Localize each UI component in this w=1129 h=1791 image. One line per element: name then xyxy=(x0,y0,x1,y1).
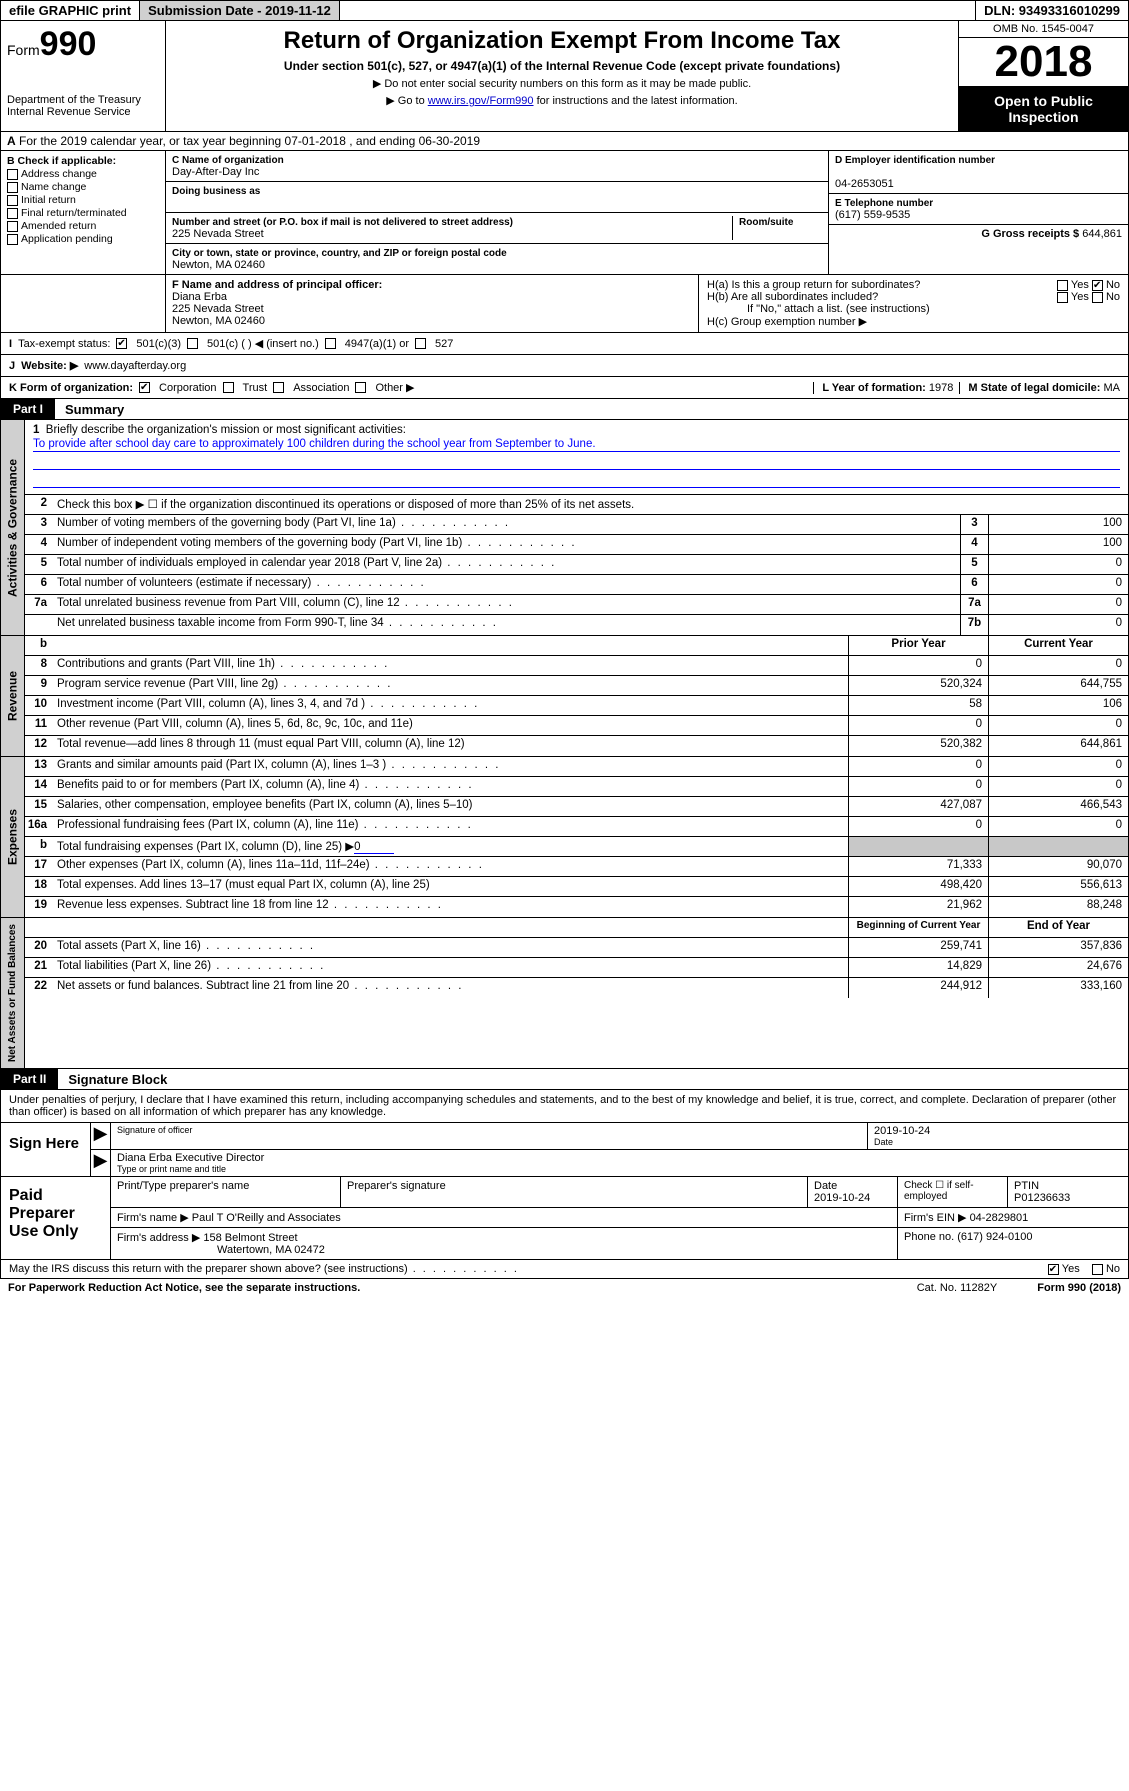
chk-final-return[interactable]: Final return/terminated xyxy=(7,207,159,219)
chk-address-change[interactable]: Address change xyxy=(7,168,159,180)
form-number: 990 xyxy=(40,25,97,63)
org-name: Day-After-Day Inc xyxy=(172,166,259,178)
dept-treasury: Department of the Treasury xyxy=(7,94,159,106)
part2-header: Part II Signature Block xyxy=(0,1069,1129,1090)
chk-4947[interactable] xyxy=(325,338,336,349)
summary-expenses: Expenses 13Grants and similar amounts pa… xyxy=(0,757,1129,918)
chk-discuss-no[interactable] xyxy=(1092,1264,1103,1275)
preparer-phone: (617) 924-0100 xyxy=(957,1231,1032,1243)
chk-app-pending[interactable]: Application pending xyxy=(7,233,159,245)
box-b: B Check if applicable: Address change Na… xyxy=(1,151,166,274)
footer: For Paperwork Reduction Act Notice, see … xyxy=(0,1279,1129,1297)
omb-number: OMB No. 1545-0047 xyxy=(959,21,1128,38)
street: 225 Nevada Street xyxy=(172,228,264,240)
irs-label: Internal Revenue Service xyxy=(7,106,159,118)
city-state-zip: Newton, MA 02460 xyxy=(172,259,265,271)
website: www.dayafterday.org xyxy=(84,360,186,372)
irs-link[interactable]: www.irs.gov/Form990 xyxy=(428,95,534,107)
year-formation: 1978 xyxy=(929,382,953,394)
ein: 04-2653051 xyxy=(835,178,894,190)
form-subtitle: Under section 501(c), 527, or 4947(a)(1)… xyxy=(176,59,948,73)
ssn-note: ▶ Do not enter social security numbers o… xyxy=(176,77,948,90)
chk-amended[interactable]: Amended return xyxy=(7,220,159,232)
chk-discuss-yes[interactable] xyxy=(1048,1264,1059,1275)
paid-preparer: Paid Preparer Use Only Print/Type prepar… xyxy=(0,1177,1129,1260)
tax-year: 2018 xyxy=(959,38,1128,86)
form-prefix: Form xyxy=(7,42,40,58)
chk-trust[interactable] xyxy=(223,382,234,393)
top-bar: efile GRAPHIC print Submission Date - 20… xyxy=(0,0,1129,21)
row-k: K Form of organization: Corporation Trus… xyxy=(0,377,1129,399)
open-public-badge: Open to Public Inspection xyxy=(959,86,1128,131)
dln: DLN: 93493316010299 xyxy=(975,1,1128,20)
goto-note: ▶ Go to www.irs.gov/Form990 for instruct… xyxy=(176,94,948,107)
summary-activities: Activities & Governance 1 Briefly descri… xyxy=(0,420,1129,636)
chk-501c3[interactable] xyxy=(116,338,127,349)
gross-receipts: 644,861 xyxy=(1082,228,1122,240)
firm-name: Paul T O'Reilly and Associates xyxy=(192,1212,341,1224)
row-j: J Website: ▶ www.dayafterday.org xyxy=(0,355,1129,377)
chk-name-change[interactable]: Name change xyxy=(7,181,159,193)
officer-printed: Diana Erba Executive Director xyxy=(117,1152,264,1164)
discuss-row: May the IRS discuss this return with the… xyxy=(0,1260,1129,1279)
mission-text: To provide after school day care to appr… xyxy=(33,438,1120,452)
chk-corp[interactable] xyxy=(139,382,150,393)
officer-name: Diana Erba xyxy=(172,291,227,303)
state-domicile: MA xyxy=(1104,382,1121,394)
summary-revenue: Revenue bPrior YearCurrent Year 8Contrib… xyxy=(0,636,1129,757)
part1-header: Part I Summary xyxy=(0,399,1129,420)
chk-assoc[interactable] xyxy=(273,382,284,393)
signature-block: Under penalties of perjury, I declare th… xyxy=(0,1090,1129,1177)
row-i: I Tax-exempt status: 501(c)(3) 501(c) ( … xyxy=(0,333,1129,355)
section-bcdeg: B Check if applicable: Address change Na… xyxy=(0,151,1129,275)
ptin: P01236633 xyxy=(1014,1192,1070,1204)
summary-net-assets: Net Assets or Fund Balances Beginning of… xyxy=(0,918,1129,1069)
chk-other[interactable] xyxy=(355,382,366,393)
chk-initial-return[interactable]: Initial return xyxy=(7,194,159,206)
chk-527[interactable] xyxy=(415,338,426,349)
row-a-tax-year: A For the 2019 calendar year, or tax yea… xyxy=(0,132,1129,151)
phone: (617) 559-9535 xyxy=(835,209,910,221)
section-fh: F Name and address of principal officer:… xyxy=(0,275,1129,333)
firm-ein: 04-2829801 xyxy=(970,1212,1029,1224)
efile-label: efile GRAPHIC print xyxy=(1,1,140,20)
chk-501c[interactable] xyxy=(187,338,198,349)
form-header: Form990 Department of the Treasury Inter… xyxy=(0,21,1129,132)
form-title: Return of Organization Exempt From Incom… xyxy=(176,27,948,55)
submission-date: Submission Date - 2019-11-12 xyxy=(140,1,340,20)
